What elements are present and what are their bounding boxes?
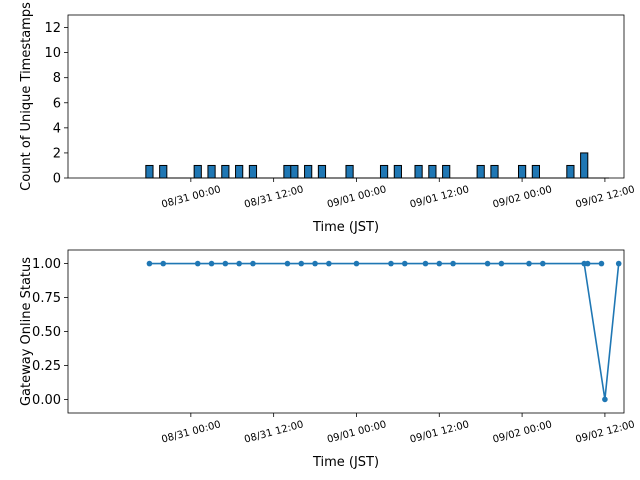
bar	[235, 164, 244, 179]
x-axis-label: Time (JST)	[312, 220, 379, 235]
y-tick-label: 12	[44, 21, 61, 36]
x-tick-label: 09/01 00:00	[326, 419, 388, 445]
y-tick-label: 1.00	[32, 257, 61, 272]
bar	[566, 164, 575, 179]
bar	[476, 164, 485, 179]
bar	[221, 164, 230, 179]
data-point	[353, 260, 360, 267]
data-point	[250, 260, 256, 267]
data-point	[602, 396, 608, 403]
y-tick-label: 8	[53, 71, 61, 86]
data-point	[598, 260, 605, 267]
data-point	[284, 260, 291, 267]
data-point	[222, 260, 229, 267]
data-point	[581, 260, 588, 267]
status-line	[149, 262, 620, 400]
y-axis-ticks: 0.00 0.25 0.50 0.75 1.00	[32, 257, 68, 408]
data-point	[326, 260, 332, 267]
data-point	[194, 260, 201, 267]
bar	[517, 164, 527, 179]
x-tick-label: 08/31 12:00	[243, 419, 305, 445]
bar	[283, 164, 292, 179]
bar	[159, 164, 168, 179]
bar-series	[145, 152, 610, 179]
plot-frame	[67, 14, 625, 179]
x-tick-label: 09/02 00:00	[492, 419, 554, 445]
y-tick-label: 2	[53, 146, 61, 161]
x-axis-label: Time (JST)	[312, 455, 379, 470]
y-axis-label: Gateway Online Status	[19, 257, 34, 406]
line-chart-gateway-status: 0.00 0.25 0.50 0.75 1.00 08/31 00:00 08/31 12…	[19, 249, 636, 470]
data-point	[160, 260, 167, 267]
bar	[193, 164, 202, 179]
y-tick-label: 6	[53, 96, 61, 111]
x-tick-label: 09/02 12:00	[574, 184, 636, 210]
y-tick-label: 0.50	[32, 325, 61, 340]
y-tick-label: 0.00	[32, 393, 61, 408]
data-point	[422, 260, 429, 267]
data-point	[236, 260, 242, 267]
bar	[304, 164, 313, 179]
bar	[490, 164, 499, 179]
bar	[317, 164, 327, 179]
data-point	[312, 260, 318, 267]
y-axis-label: Count of Unique Timestamps	[19, 2, 34, 191]
bar	[580, 152, 589, 179]
x-tick-label: 09/01 12:00	[409, 184, 471, 210]
data-point	[436, 260, 443, 267]
bar	[248, 164, 258, 179]
y-axis-ticks: 0 2 4 6 8 10 12	[44, 21, 68, 187]
x-axis-ticks: 08/31 00:00 08/31 12:00 09/01 00:00 09/01 1…	[160, 413, 636, 446]
bar	[345, 164, 354, 179]
x-tick-label: 09/02 00:00	[492, 184, 554, 210]
data-point	[388, 260, 394, 267]
bar	[379, 164, 389, 179]
y-tick-label: 0	[53, 172, 61, 187]
y-tick-label: 4	[53, 121, 61, 136]
bar	[393, 164, 402, 179]
x-axis-ticks: 08/31 00:00 08/31 12:00 09/01 00:00 09/01 1…	[160, 178, 636, 211]
data-point	[146, 260, 153, 267]
x-tick-label: 08/31 12:00	[243, 184, 305, 210]
bar	[290, 164, 299, 179]
data-point	[298, 260, 305, 267]
bar	[414, 164, 423, 179]
y-tick-label: 10	[44, 46, 61, 61]
bar	[145, 164, 154, 179]
bar	[442, 164, 451, 179]
data-point	[401, 260, 408, 267]
data-point	[526, 260, 532, 267]
bar	[531, 164, 540, 179]
data-point	[615, 260, 622, 267]
status-points	[146, 260, 622, 403]
bar	[207, 164, 216, 179]
bar	[428, 164, 437, 179]
x-tick-label: 08/31 00:00	[160, 419, 222, 445]
bar-chart-unique-timestamps: 0 2 4 6 8 10 12 08/31 00:00 08/31 12:00 09/01 00…	[19, 2, 636, 235]
data-point	[498, 260, 505, 267]
plot-frame	[67, 249, 625, 414]
data-point	[450, 260, 456, 267]
x-tick-label: 09/01 12:00	[409, 419, 471, 445]
y-tick-label: 0.25	[32, 359, 61, 374]
data-point	[208, 260, 215, 267]
x-tick-label: 09/02 12:00	[574, 419, 636, 445]
data-point	[539, 260, 546, 267]
y-tick-label: 0.75	[32, 291, 61, 306]
data-point	[484, 260, 491, 267]
x-tick-label: 08/31 00:00	[160, 184, 222, 210]
x-tick-label: 09/01 00:00	[326, 184, 388, 210]
